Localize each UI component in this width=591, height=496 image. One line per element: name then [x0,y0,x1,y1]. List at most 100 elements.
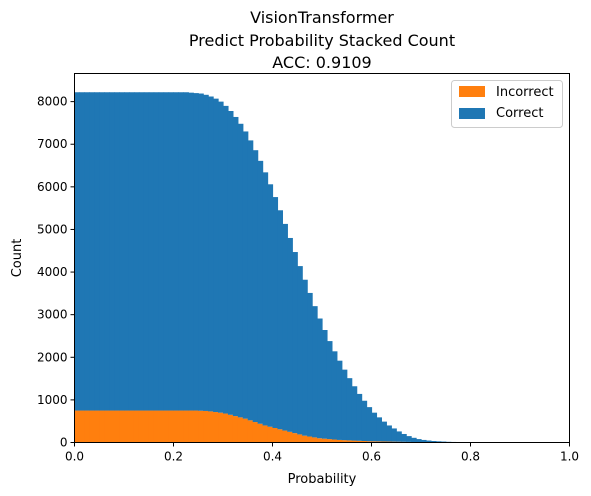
bar-incorrect-4 [94,410,100,443]
y-tick-label: 5000 [37,222,68,236]
bar-incorrect-10 [124,410,130,443]
bar-incorrect-46 [302,435,308,443]
bar-correct-54 [341,369,348,441]
bar-incorrect-13 [138,410,145,443]
bar-incorrect-22 [183,410,189,443]
bar-incorrect-59 [366,441,373,443]
bar-correct-2 [84,92,90,411]
bar-incorrect-45 [297,434,303,443]
bar-incorrect-55 [346,440,353,443]
bar-correct-37 [257,160,264,424]
bar-incorrect-29 [218,412,224,443]
bar-correct-20 [173,92,180,411]
bar-correct-48 [312,306,318,438]
x-axis-ticks: 0.0 0.2 0.4 0.6 0.8 1.0 [65,442,579,464]
y-tick-label: 2000 [37,350,68,364]
bar-incorrect-54 [341,440,348,443]
bar-correct-21 [178,92,184,411]
bar-incorrect-60 [371,441,378,443]
bar-correct-34 [242,131,249,419]
bar-correct-60 [371,412,378,442]
bar-incorrect-35 [247,420,254,443]
bar-incorrect-24 [193,410,199,443]
bar-correct-38 [262,172,269,426]
bar-correct-35 [247,140,254,421]
legend: Incorrect Correct [451,80,563,128]
y-tick-label: 4000 [37,265,68,279]
bar-incorrect-43 [287,431,293,443]
bar-incorrect-58 [361,441,368,443]
x-tick-label: 0.0 [65,450,84,464]
bar-incorrect-61 [376,441,382,443]
bar-correct-69 [416,439,422,443]
bar-correct-43 [287,237,293,432]
bar-incorrect-27 [208,411,214,443]
bar-incorrect-48 [312,437,318,443]
bar-correct-41 [277,210,283,430]
x-tick-label: 0.2 [164,450,183,464]
bar-correct-12 [133,92,140,411]
bar-correct-46 [302,279,308,436]
bar-correct-65 [396,431,402,442]
bar-correct-8 [114,92,120,411]
bar-correct-36 [252,150,259,423]
bar-correct-9 [119,92,125,411]
bar-incorrect-62 [381,441,387,443]
bar-correct-72 [430,441,437,443]
bar-correct-16 [153,92,160,411]
bar-correct-4 [94,92,100,411]
chart-title-line-1: VisionTransformer [250,8,394,27]
bar-incorrect-37 [257,423,264,443]
bar-correct-66 [401,433,407,442]
bar-correct-27 [208,96,214,412]
bar-correct-62 [381,421,387,442]
legend-label-correct: Correct [496,106,543,121]
bar-incorrect-26 [203,410,209,443]
y-tick-label: 8000 [37,95,68,109]
bar-correct-7 [109,92,115,411]
plot-frame [74,73,570,443]
bar-correct-74 [440,441,447,443]
bar-correct-17 [158,92,165,411]
bar-incorrect-47 [307,436,313,443]
chart-title-line-3: ACC: 0.9109 [272,53,371,72]
bar-correct-31 [227,111,234,415]
bar-correct-67 [406,436,412,442]
bar-incorrect-44 [292,433,298,443]
bar-incorrect-42 [282,430,288,443]
bar-correct-18 [163,92,170,411]
bar-correct-22 [183,92,189,411]
bar-incorrect-36 [252,422,259,443]
bar-correct-24 [193,93,199,411]
bar-incorrect-57 [356,440,363,443]
bar-correct-19 [168,92,175,411]
bar-incorrect-2 [84,410,90,443]
bar-incorrect-32 [232,416,239,443]
bar-incorrect-3 [89,410,95,443]
bar-incorrect-30 [223,413,229,443]
y-tick-label: 1000 [37,393,68,407]
bar-incorrect-14 [143,410,150,443]
bar-correct-59 [366,407,373,442]
bar-correct-25 [198,93,204,411]
bar-correct-56 [351,386,358,441]
x-tick-label: 1.0 [560,450,579,464]
bar-correct-29 [218,101,224,413]
bar-correct-44 [292,252,298,434]
bar-incorrect-49 [317,438,323,443]
bar-incorrect-25 [198,410,204,443]
bar-correct-49 [317,318,323,439]
bar-correct-57 [356,393,363,441]
bar-incorrect-56 [351,440,358,443]
bar-incorrect-1 [79,410,85,443]
bar-incorrect-7 [109,410,115,443]
bar-correct-10 [124,92,130,411]
bar-correct-52 [331,351,338,440]
bar-correct-30 [223,105,229,414]
x-tick-label: 0.8 [461,450,480,464]
bar-incorrect-50 [322,438,328,443]
bar-incorrect-19 [168,410,175,443]
bar-correct-50 [322,330,328,439]
bar-correct-64 [391,428,397,442]
